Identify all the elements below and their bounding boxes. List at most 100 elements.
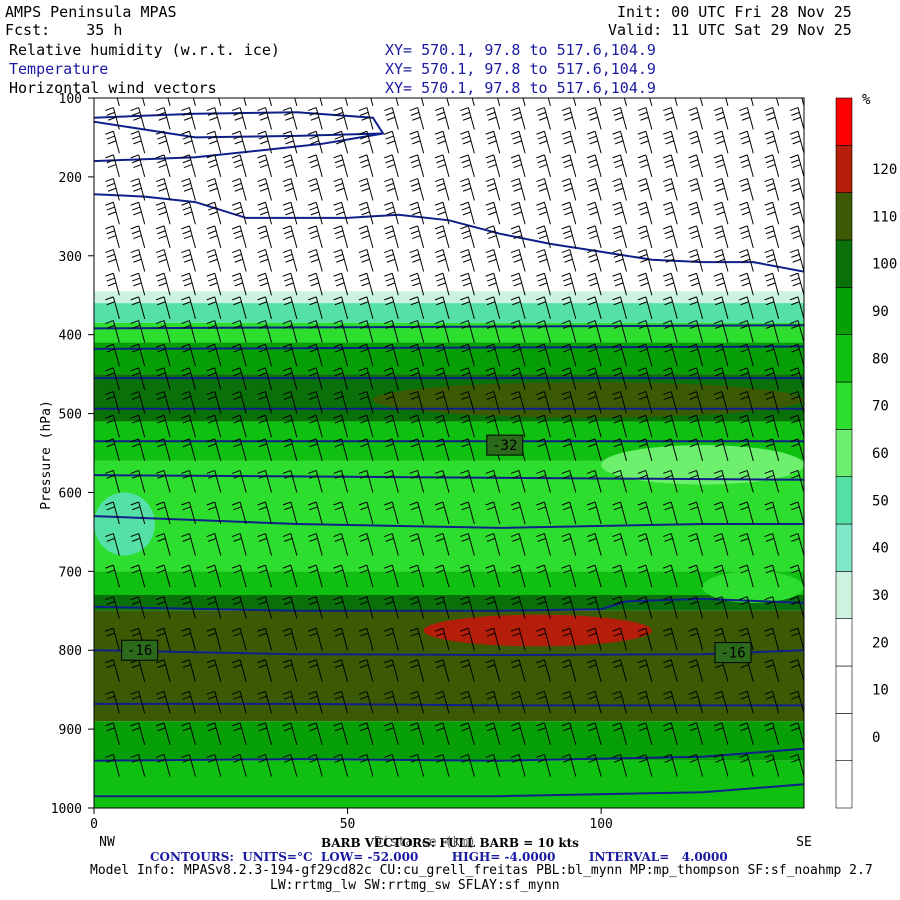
wind-barb: [739, 564, 754, 588]
wind-barb: [536, 501, 551, 525]
wind-barb: [206, 659, 222, 682]
wind-barb: [384, 296, 399, 320]
wind-barb: [130, 564, 146, 588]
wind-barb: [105, 596, 120, 619]
wind-barb: [333, 690, 349, 714]
wind-barb: [586, 107, 602, 130]
wind-barb: [663, 564, 678, 588]
wind-barb: [344, 98, 349, 107]
wind-barb: [460, 296, 475, 320]
wind-barb: [739, 690, 754, 714]
field-name-rh: Relative humidity (w.r.t. ice): [9, 41, 280, 59]
wind-barb: [384, 564, 399, 588]
y-tick-label: 400: [59, 329, 82, 344]
wind-barb: [612, 659, 627, 682]
wind-barb: [434, 501, 450, 525]
wind-barb: [130, 225, 146, 249]
wind-barb: [561, 501, 577, 525]
colorbar-bin: [835, 287, 853, 335]
wind-barb: [409, 596, 425, 619]
wind-barb: [510, 596, 526, 619]
wind-barb: [522, 98, 526, 107]
wind-barb: [105, 391, 120, 414]
wind-barb: [612, 178, 627, 201]
wind-barb: [739, 154, 754, 178]
wind-barb: [561, 201, 577, 225]
wind-barb: [434, 414, 450, 438]
wind-barb: [764, 627, 780, 651]
wind-barb: [333, 343, 349, 367]
wind-barb: [308, 107, 323, 130]
y-tick-label: 800: [59, 644, 82, 659]
wind-barb: [231, 201, 247, 225]
wind-barb: [384, 272, 399, 296]
wind-barb: [105, 107, 120, 130]
wind-barb: [130, 367, 146, 391]
rh-band: [94, 571, 804, 595]
wind-barb: [181, 469, 196, 493]
wind-barb: [319, 98, 323, 107]
wind-barb: [155, 296, 171, 320]
wind-barb: [536, 438, 551, 462]
wind-barb: [358, 627, 374, 651]
wind-barb: [561, 438, 577, 462]
wind-barb: [713, 753, 729, 777]
wind-barb: [206, 414, 222, 438]
wind-barb: [561, 659, 577, 682]
wind-barb: [358, 722, 374, 746]
wind-barb: [663, 414, 678, 438]
wind-barb: [434, 753, 450, 777]
wind-barb: [308, 272, 323, 296]
colorbar-bin: [835, 239, 853, 288]
x-end-label-se: SE: [796, 835, 812, 850]
wind-barb: [409, 154, 425, 178]
wind-barb: [206, 272, 222, 296]
contour-label: -32: [492, 438, 517, 454]
wind-barb: [384, 225, 399, 249]
wind-barb: [105, 367, 120, 391]
wind-barb: [181, 533, 196, 556]
wind-barb: [699, 98, 704, 107]
wind-barb: [105, 753, 120, 777]
wind-barb: [282, 414, 298, 438]
valid-time: Valid: 11 UTC Sat 29 Nov 25: [608, 21, 852, 39]
colorbar-label: 80: [872, 351, 889, 367]
wind-barb: [510, 225, 526, 249]
wind-barb: [130, 320, 146, 343]
wind-barb: [485, 225, 501, 249]
wind-barb: [231, 225, 247, 249]
colorbar-bin: [835, 429, 853, 477]
wind-barb: [155, 178, 171, 201]
wind-barb: [155, 722, 171, 746]
wind-barb: [409, 296, 425, 320]
wind-barb: [181, 272, 196, 296]
wind-barb: [612, 722, 627, 746]
wind-barb: [333, 596, 349, 619]
wind-barb: [105, 533, 120, 556]
wind-barb: [663, 201, 678, 225]
wind-barb: [155, 596, 171, 619]
wind-barb: [308, 367, 323, 391]
wind-barb: [206, 596, 222, 619]
wind-barb: [434, 469, 450, 493]
wind-barb: [536, 320, 551, 343]
wind-barb: [663, 438, 678, 462]
wind-barb: [663, 107, 678, 130]
wind-barb: [739, 469, 754, 493]
colorbar-bin: [835, 713, 853, 761]
wind-barb: [257, 564, 272, 588]
wind-barb: [612, 320, 627, 343]
wind-barb: [612, 627, 627, 651]
wind-barb: [789, 225, 804, 249]
wind-barb: [764, 320, 780, 343]
wind-barb: [181, 722, 196, 746]
wind-barb: [637, 154, 653, 178]
wind-barb: [460, 533, 475, 556]
wind-barb: [460, 753, 475, 777]
wind-barb: [181, 690, 196, 714]
wind-barb: [384, 178, 399, 201]
wind-barb: [485, 627, 501, 651]
wind-barb: [510, 627, 526, 651]
wind-barb: [713, 249, 729, 272]
wind-barb: [586, 320, 602, 343]
